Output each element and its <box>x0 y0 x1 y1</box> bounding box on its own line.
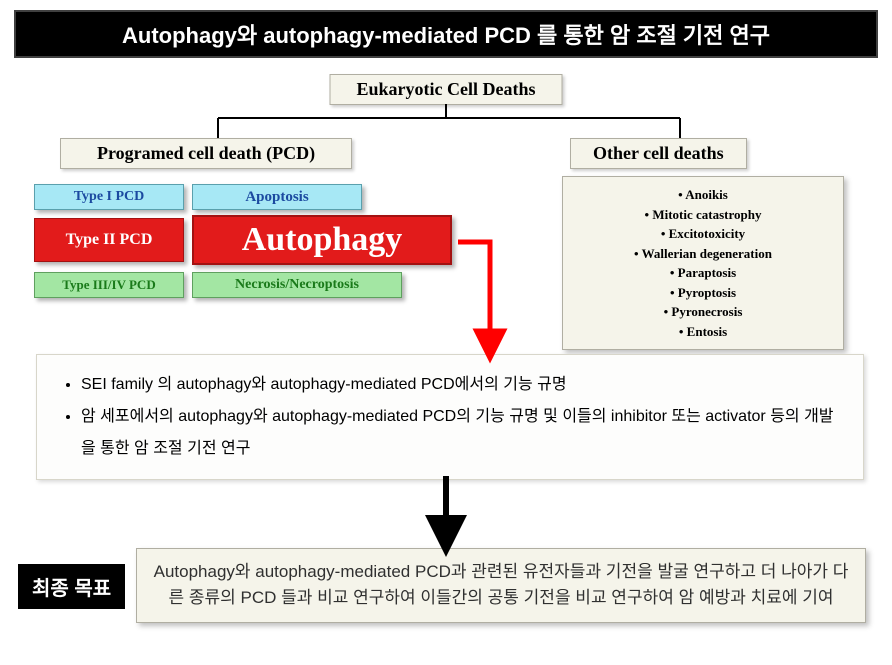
other-item: • Anoikis <box>569 185 837 205</box>
other-item: • Pyronecrosis <box>569 302 837 322</box>
pcd-header: Programed cell death (PCD) <box>60 138 352 169</box>
type3-label: Type III/IV PCD <box>34 272 184 298</box>
final-goal-text: Autophagy와 autophagy-mediated PCD과 관련된 유… <box>136 548 866 623</box>
pcd-type-row-2: Type II PCD Autophagy <box>34 218 452 268</box>
research-box: SEI family 의 autophagy와 autophagy-mediat… <box>36 354 864 480</box>
type2-label: Type II PCD <box>34 218 184 262</box>
research-point: 암 세포에서의 autophagy와 autophagy-mediated PC… <box>81 401 841 465</box>
type1-name: Apoptosis <box>192 184 362 210</box>
other-item: • Mitotic catastrophy <box>569 205 837 225</box>
other-item: • Wallerian degeneration <box>569 244 837 264</box>
other-item: • Excitotoxicity <box>569 224 837 244</box>
pcd-type-row-1: Type I PCD Apoptosis <box>34 184 362 210</box>
other-item: • Entosis <box>569 322 837 342</box>
page-title: Autophagy와 autophagy-mediated PCD 를 통한 암… <box>14 10 878 58</box>
root-header: Eukaryotic Cell Deaths <box>330 74 563 105</box>
other-deaths-box: • Anoikis • Mitotic catastrophy • Excito… <box>562 176 844 350</box>
pcd-type-row-3: Type III/IV PCD Necrosis/Necroptosis <box>34 272 402 298</box>
research-point: SEI family 의 autophagy와 autophagy-mediat… <box>81 369 841 401</box>
type2-name: Autophagy <box>192 215 452 265</box>
other-item: • Paraptosis <box>569 263 837 283</box>
other-header: Other cell deaths <box>570 138 747 169</box>
type1-label: Type I PCD <box>34 184 184 210</box>
other-item: • Pyroptosis <box>569 283 837 303</box>
type3-name: Necrosis/Necroptosis <box>192 272 402 298</box>
final-goal-label: 최종 목표 <box>18 564 125 609</box>
